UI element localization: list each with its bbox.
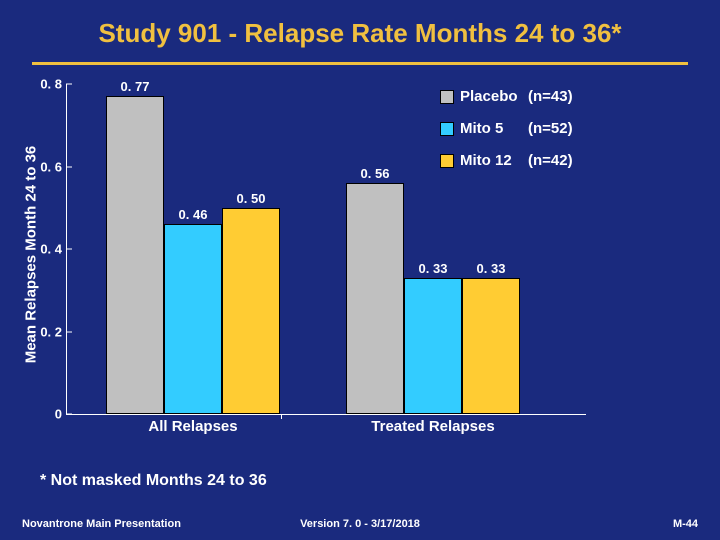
legend-series-n: (n=43) <box>528 88 573 105</box>
bar-value-label: 0. 77 <box>121 79 150 96</box>
legend-item: Mito 5 (n=52) <box>440 120 573 137</box>
legend-item: Placebo (n=43) <box>440 88 573 105</box>
category-label: Treated Relapses <box>371 418 494 435</box>
bar-value-label: 0. 56 <box>361 166 390 183</box>
footer-center: Version 7. 0 - 3/17/2018 <box>0 518 720 530</box>
bar-chart: Mean Relapses Month 24 to 36 00. 20. 40.… <box>60 84 660 446</box>
footnote: * Not masked Months 24 to 36 <box>40 472 267 490</box>
bar <box>106 96 164 414</box>
y-tick-label: 0. 4 <box>34 242 62 257</box>
category-label: All Relapses <box>148 418 237 435</box>
bar <box>404 278 462 414</box>
legend-series-name: Placebo <box>460 88 522 105</box>
footer-right: M-44 <box>673 518 698 530</box>
footnote-text: * Not masked Months 24 to 36 <box>40 472 267 489</box>
bar-value-label: 0. 33 <box>419 261 448 278</box>
y-tick-label: 0. 8 <box>34 77 62 92</box>
legend-swatch <box>440 154 454 168</box>
legend-series-n: (n=42) <box>528 152 573 169</box>
y-tick-label: 0. 2 <box>34 324 62 339</box>
title-text: Study 901 - Relapse Rate Months 24 to 36… <box>98 18 621 48</box>
bar <box>462 278 520 414</box>
bar <box>164 224 222 414</box>
bar-value-label: 0. 46 <box>179 207 208 224</box>
bar-value-label: 0. 50 <box>237 191 266 208</box>
page-title: Study 901 - Relapse Rate Months 24 to 36… <box>0 18 720 49</box>
bar-value-label: 0. 33 <box>477 261 506 278</box>
title-rule <box>32 62 688 65</box>
legend-swatch <box>440 90 454 104</box>
legend-series-name: Mito 12 <box>460 152 522 169</box>
y-tick-label: 0. 6 <box>34 159 62 174</box>
bar <box>222 208 280 414</box>
slide: Study 901 - Relapse Rate Months 24 to 36… <box>0 0 720 540</box>
bar <box>346 183 404 414</box>
legend-swatch <box>440 122 454 136</box>
legend-series-n: (n=52) <box>528 120 573 137</box>
legend-item: Mito 12 (n=42) <box>440 152 573 169</box>
legend-series-name: Mito 5 <box>460 120 522 137</box>
y-tick-label: 0 <box>34 407 62 422</box>
